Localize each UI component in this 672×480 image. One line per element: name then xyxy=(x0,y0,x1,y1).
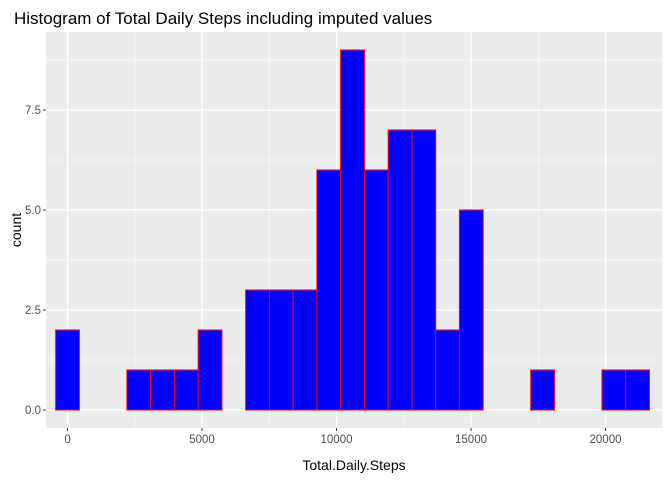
histogram-bar xyxy=(126,369,152,411)
histogram-bar xyxy=(625,369,650,411)
x-tick-label: 0 xyxy=(64,434,70,446)
x-tick-label: 20000 xyxy=(590,434,622,446)
histogram-bar xyxy=(458,209,484,411)
y-tick-label: 7.5 xyxy=(25,105,41,117)
histogram-bar xyxy=(292,289,318,411)
histogram-bar xyxy=(55,329,80,411)
x-axis-title: Total.Daily.Steps xyxy=(302,457,405,473)
x-tick-label: 10000 xyxy=(321,434,353,446)
y-axis-ticks: 0.0 2.5 5.0 7.5 xyxy=(25,105,46,417)
x-tick-label: 15000 xyxy=(455,434,487,446)
histogram-bar xyxy=(530,369,555,411)
x-axis-ticks: 0 5000 10000 15000 20000 xyxy=(64,428,622,446)
y-tick-label: 0.0 xyxy=(25,405,41,417)
histogram-bars xyxy=(55,49,650,411)
chart-title: Histogram of Total Daily Steps including… xyxy=(14,9,432,28)
histogram-bar xyxy=(387,129,413,411)
histogram-bar xyxy=(268,289,294,411)
x-tick-label: 5000 xyxy=(189,434,215,446)
histogram-bar xyxy=(316,169,342,411)
y-axis-title: count xyxy=(8,213,24,247)
histogram-bar xyxy=(150,369,175,411)
histogram-bar xyxy=(363,169,389,411)
y-tick-label: 5.0 xyxy=(25,205,41,217)
histogram-bar xyxy=(197,329,223,411)
histogram-bar xyxy=(435,329,460,411)
histogram-bar xyxy=(173,369,199,411)
histogram-bar xyxy=(245,289,270,411)
histogram-bar xyxy=(411,129,437,411)
histogram-bar xyxy=(601,369,627,411)
y-tick-label: 2.5 xyxy=(25,305,41,317)
histogram-bar xyxy=(340,49,365,411)
